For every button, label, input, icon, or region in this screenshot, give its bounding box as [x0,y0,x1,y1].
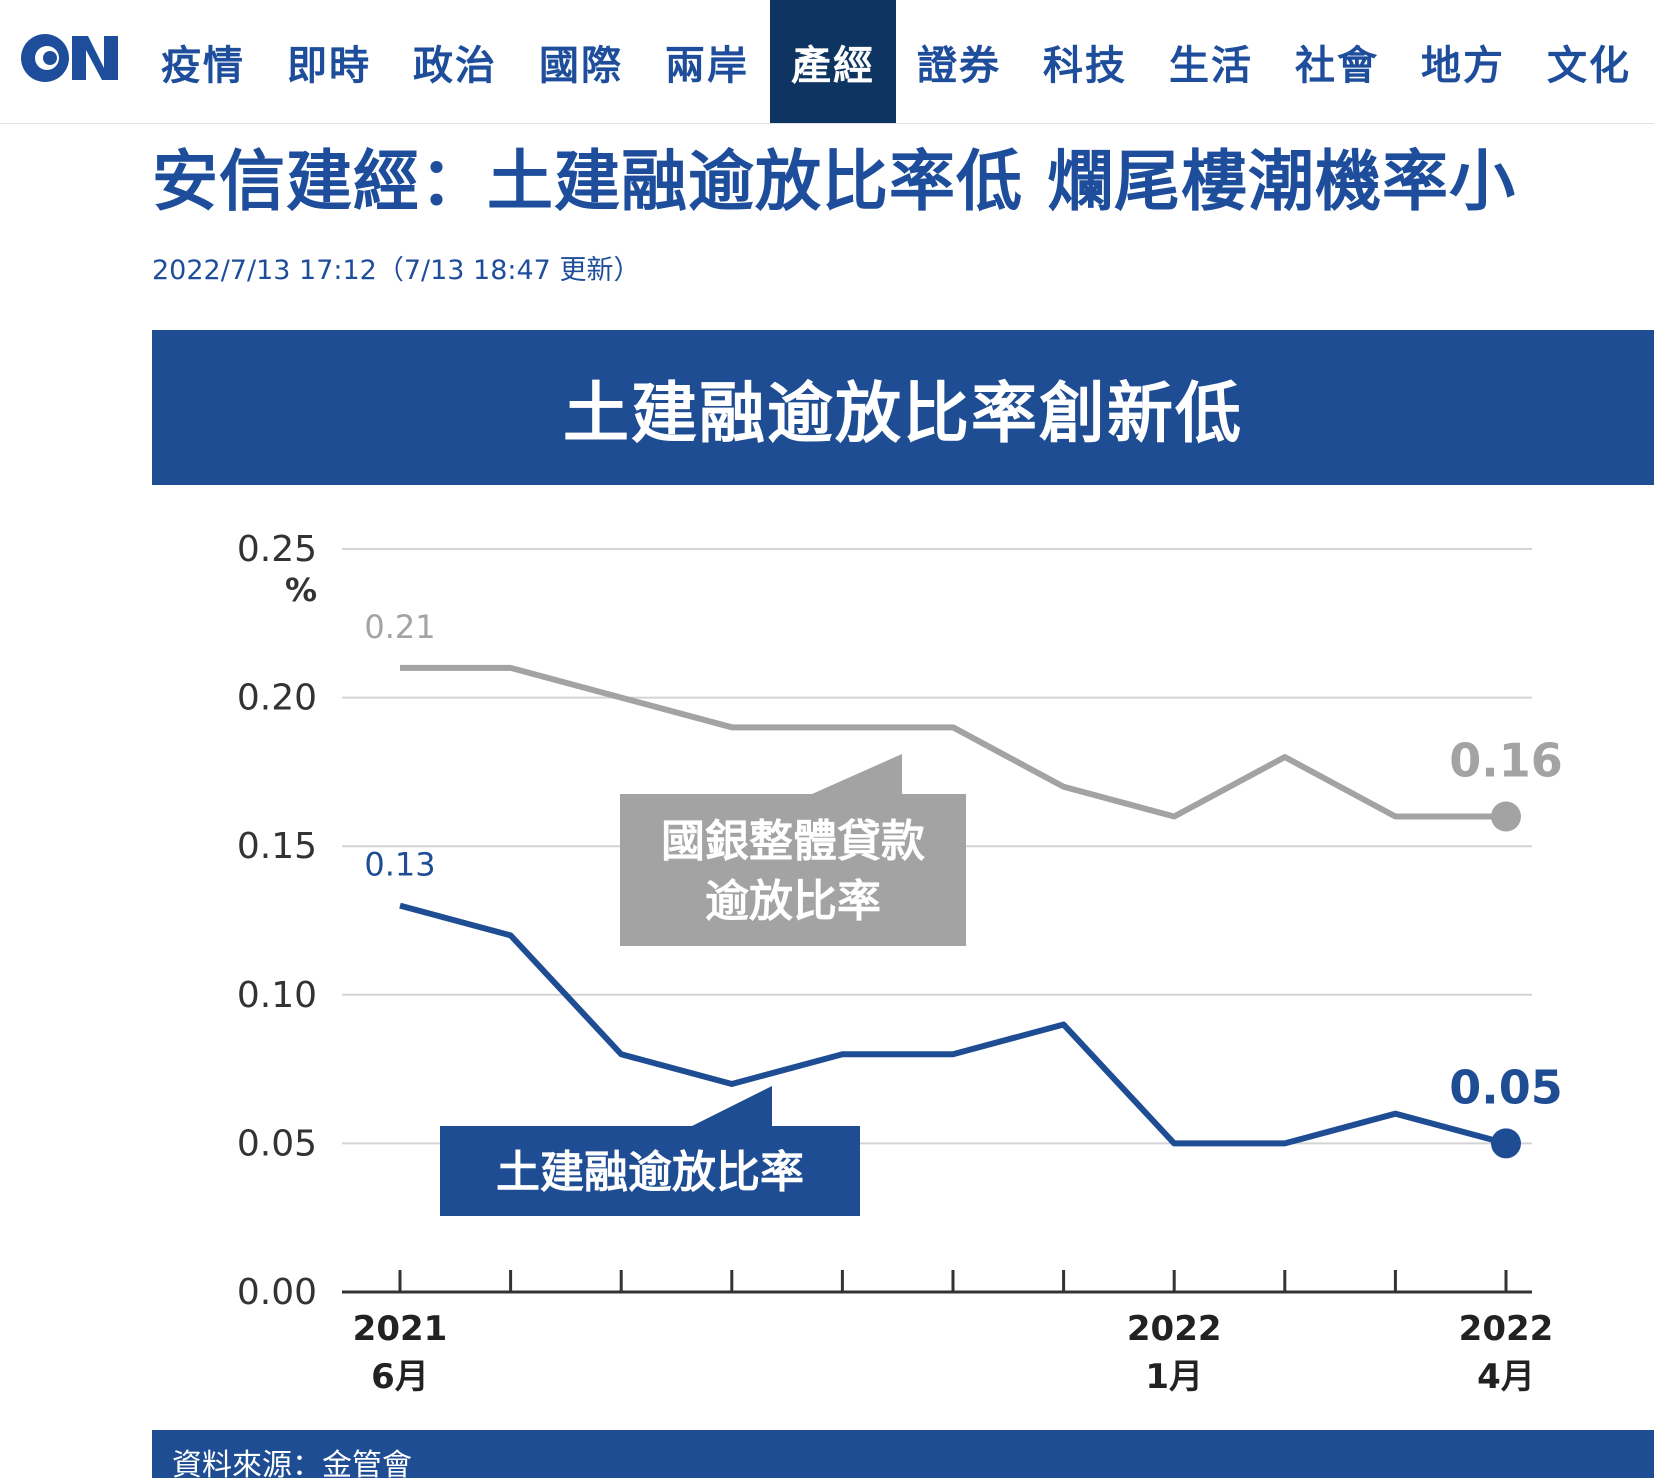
x-tick-month: 1月 [1145,1357,1203,1397]
series-line [399,902,1507,1147]
cna-logo[interactable] [18,28,122,88]
nav-item[interactable]: 地方 [1421,42,1505,89]
source-bar: 資料來源：金管會 [152,1430,1654,1483]
nav-item[interactable]: 社會 [1295,42,1379,89]
y-tick-label: 0.25 [237,529,317,570]
nav-item[interactable]: 科技 [1043,42,1127,89]
legend-label: 逾放比率 [705,876,881,927]
nav-item[interactable]: 政治 [413,42,497,89]
series-end-label: 0.16 [1449,733,1563,787]
nav-item[interactable]: 疫情 [161,42,245,89]
nav-item[interactable]: 證券 [917,42,1001,89]
nav-item[interactable]: 產經 [770,0,896,123]
nav-item[interactable]: 生活 [1169,42,1253,89]
infographic: 土建融逾放比率創新低 0.25 0.20 0.15 0.10 0.05 0.00% 2021… [152,330,1654,1483]
article-timestamp: 2022/7/13 17:12（7/13 18:47 更新） [152,255,641,286]
series-end-point [1491,1128,1521,1159]
y-tick-label: 0.05 [237,1123,317,1164]
source-text: 資料來源：金管會 [172,1448,412,1483]
legend-callout-pointer [692,1086,772,1126]
series-start-label: 0.21 [364,608,435,646]
series-line [400,664,1506,820]
x-tick-year: 2022 [1459,1309,1554,1349]
x-tick-month: 4月 [1477,1357,1535,1397]
y-tick-label: 0.15 [237,826,317,867]
series-start-label: 0.13 [364,846,435,884]
nav-item[interactable]: 文化 [1547,42,1631,89]
article-headline: 安信建經：土建融逾放比率低 爛尾樓潮機率小 [152,143,1516,220]
y-unit-label: % [285,571,317,609]
nav-item[interactable]: 國際 [539,42,623,89]
y-tick-label: 0.00 [237,1272,317,1313]
x-tick-year: 2022 [1127,1309,1222,1349]
y-tick-label: 0.10 [237,975,317,1016]
nav-item[interactable]: 即時 [287,42,371,89]
legend-callout-box [440,1126,860,1216]
y-tick-label: 0.20 [237,678,317,719]
line-chart: 0.25 0.20 0.15 0.10 0.05 0.00% 2021 6月 2022 1月 202… [237,529,1563,1397]
series-end-point [1491,801,1521,832]
legend-label: 土建融逾放比率 [496,1147,804,1198]
top-nav-bar: 疫情 即時 政治 國際 兩岸 產經 證券 科技 生活 社會 地方 文化 [0,0,1654,124]
section-nav: 疫情 即時 政治 國際 兩岸 產經 證券 科技 生活 社會 地方 文化 [140,0,1652,123]
legend-callout-box [620,794,966,946]
series-end-label: 0.05 [1449,1060,1563,1114]
chart-title: 土建融逾放比率創新低 [563,374,1243,452]
legend-callout-pointer [812,754,902,794]
x-tick-year: 2021 [353,1309,448,1349]
nav-item[interactable]: 兩岸 [665,42,749,89]
legend-label: 國銀整體貸款 [661,816,925,867]
x-tick-month: 6月 [371,1357,429,1397]
chart-title-banner: 土建融逾放比率創新低 [152,330,1654,485]
